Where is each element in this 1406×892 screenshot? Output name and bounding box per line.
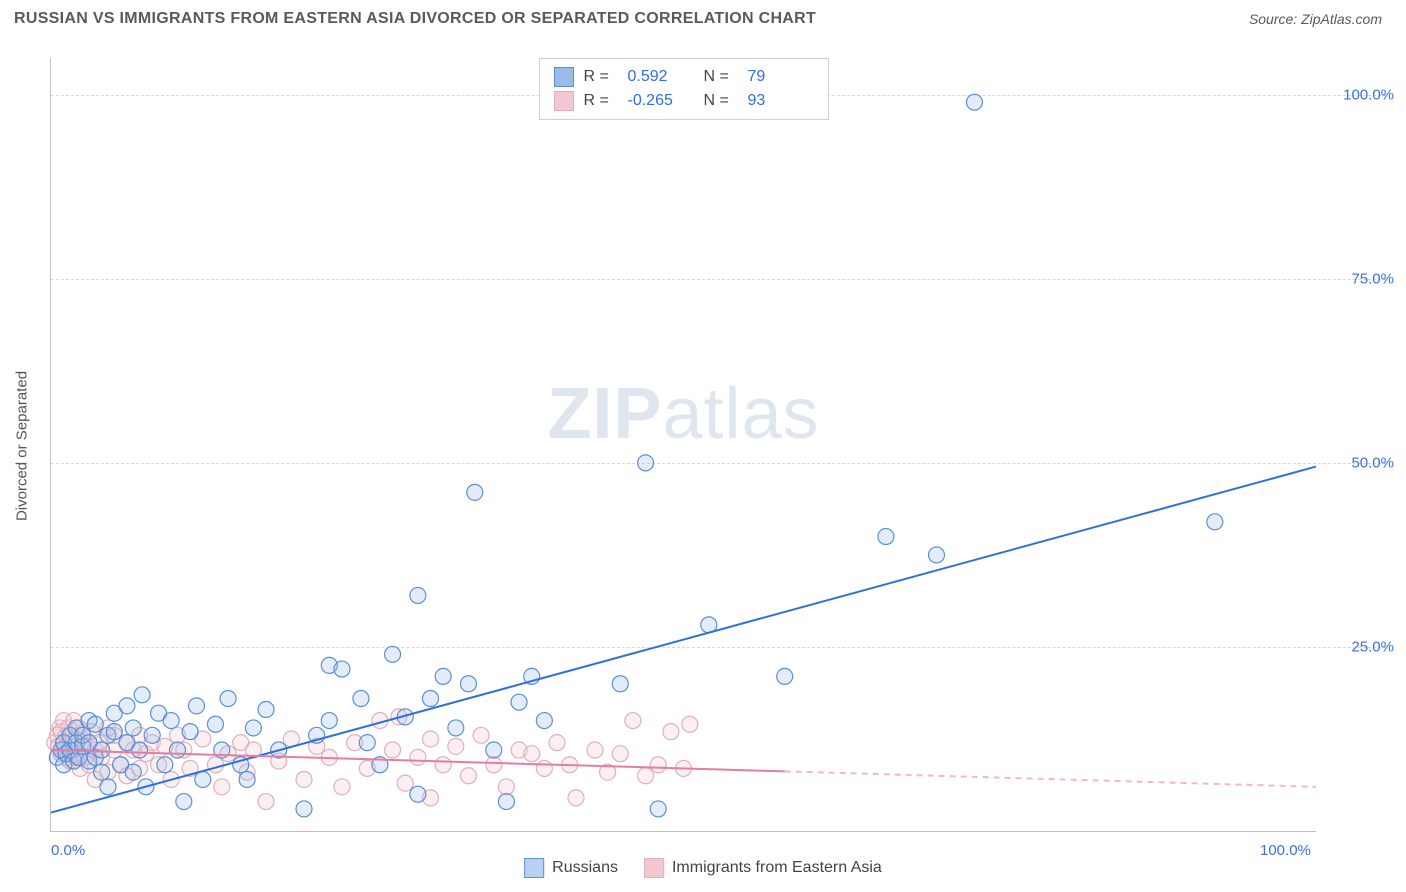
x-tick-label: 100.0% [1260, 842, 1311, 859]
legend-label-0: Russians [552, 859, 618, 877]
x-tick-label: 0.0% [51, 842, 85, 859]
legend-swatch-1 [644, 858, 664, 878]
chart-title: RUSSIAN VS IMMIGRANTS FROM EASTERN ASIA … [14, 10, 816, 28]
chart-plot-area: ZIPatlas R =0.592 N =79 R =-0.265 N =93 … [50, 58, 1316, 832]
y-axis-title: Divorced or Separated [14, 371, 31, 521]
legend-item-0: Russians [524, 858, 618, 878]
y-tick-label: 100.0% [1324, 86, 1394, 103]
scatter-svg [51, 58, 1316, 831]
y-tick-label: 25.0% [1324, 638, 1394, 655]
y-tick-label: 50.0% [1324, 454, 1394, 471]
series-legend: Russians Immigrants from Eastern Asia [524, 858, 882, 878]
legend-swatch-0 [524, 858, 544, 878]
source-attribution: Source: ZipAtlas.com [1249, 11, 1382, 27]
legend-label-1: Immigrants from Eastern Asia [672, 859, 882, 877]
y-tick-label: 75.0% [1324, 270, 1394, 287]
legend-item-1: Immigrants from Eastern Asia [644, 858, 882, 878]
